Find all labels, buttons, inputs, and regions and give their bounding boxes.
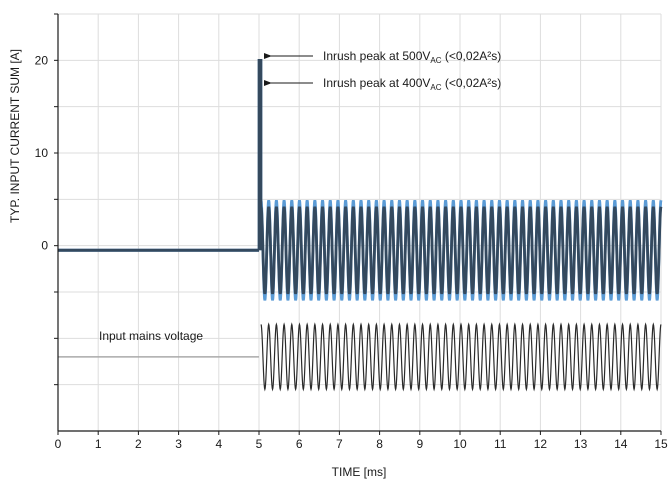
x-tick-label-14: 14 [614,437,628,451]
mains-voltage-label: Input mains voltage [99,329,203,343]
y-tick-label-0: 0 [41,239,48,253]
annotation-400v: Inrush peak at 400VAC (<0,02A²s) [264,76,501,92]
series-dark-current-spike [257,59,263,251]
x-tick-label-1: 1 [95,437,102,451]
annotation-text-500v: Inrush peak at 500VAC (<0,02A²s) [323,49,501,65]
x-tick-label-13: 13 [574,437,588,451]
x-tick-label-7: 7 [336,437,343,451]
x-tick-label-8: 8 [376,437,383,451]
x-tick-label-15: 15 [654,437,668,451]
series-mains-voltage [58,322,662,392]
x-tick-label-12: 12 [534,437,548,451]
y-axis-title: TYP. INPUT CURRENT SUM [A] [8,49,22,223]
x-tick-label-4: 4 [215,437,222,451]
x-tick-label-10: 10 [453,437,467,451]
annotation-text-400v: Inrush peak at 400VAC (<0,02A²s) [323,76,501,92]
y-tick-label-10: 10 [35,146,49,160]
x-tick-label-3: 3 [175,437,182,451]
series-layer [58,59,663,392]
x-tick-label-6: 6 [296,437,303,451]
series-dark-current [58,59,663,295]
x-tick-label-2: 2 [135,437,142,451]
y-tick-label-20: 20 [35,53,49,67]
x-tick-label-11: 11 [494,437,507,451]
x-axis-title: TIME [ms] [332,465,387,479]
series-mains-voltage-wave [260,322,662,392]
x-tick-label-0: 0 [55,437,62,451]
x-tick-label-5: 5 [256,437,263,451]
axes [54,13,662,435]
x-tick-label-9: 9 [416,437,423,451]
series-dark-current-wave [259,206,663,295]
annotation-500v: Inrush peak at 500VAC (<0,02A²s) [264,49,501,65]
